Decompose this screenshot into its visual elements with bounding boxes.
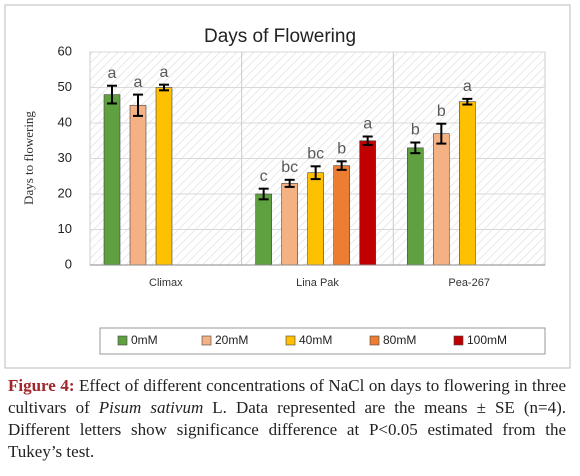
- legend-swatch: [453, 335, 464, 346]
- significance-letter: bc: [307, 146, 324, 163]
- y-axis-label: Days to flowering: [21, 111, 36, 205]
- significance-letter: a: [463, 78, 472, 95]
- significance-letter: a: [363, 116, 372, 133]
- legend-swatch: [369, 335, 380, 346]
- caption-text: Effect of different concentrations of Na…: [8, 376, 567, 417]
- bar: [359, 140, 376, 266]
- y-tick-label: 20: [58, 185, 72, 200]
- bar: [407, 147, 424, 266]
- bar: [307, 172, 324, 266]
- error-bar: [310, 165, 321, 181]
- caption-label: Figure 4:: [8, 376, 75, 395]
- significance-letter: c: [260, 168, 268, 185]
- significance-letter: a: [134, 74, 143, 91]
- caption: Figure 4: Effect of different concentrat…: [8, 375, 566, 463]
- y-tick-label: 30: [58, 150, 72, 165]
- legend-label: 80mM: [383, 333, 416, 347]
- bar: [155, 87, 173, 266]
- bar: [103, 94, 121, 266]
- legend-label: 40mM: [299, 333, 332, 347]
- y-tick-label: 60: [58, 43, 72, 58]
- bar: [459, 101, 476, 266]
- error-bar: [159, 83, 169, 92]
- significance-letter: b: [437, 103, 446, 120]
- error-bar: [362, 135, 373, 147]
- significance-letter: a: [108, 65, 117, 82]
- error-bar: [410, 141, 421, 155]
- error-bar: [284, 178, 295, 188]
- bar: [255, 193, 272, 266]
- error-bar: [462, 97, 473, 106]
- legend-label: 20mM: [215, 333, 248, 347]
- legend-swatch: [201, 335, 212, 346]
- error-bar: [107, 84, 117, 105]
- significance-letter: a: [160, 64, 169, 81]
- caption-species: Pisum sativum: [98, 398, 204, 417]
- legend-box: [99, 327, 546, 355]
- x-tick-label: Lina Pak: [296, 277, 339, 289]
- legend-label: 0mM: [131, 333, 158, 347]
- significance-letter: b: [411, 122, 420, 139]
- error-bar: [436, 122, 447, 145]
- error-bar: [133, 93, 143, 117]
- bar: [281, 183, 298, 266]
- legend-swatch: [285, 335, 296, 346]
- error-bar: [336, 160, 347, 171]
- y-tick-label: 40: [58, 114, 72, 129]
- x-tick-label: Climax: [149, 277, 183, 289]
- bar: [333, 165, 350, 266]
- y-tick-label: 10: [58, 221, 72, 236]
- y-tick-label: 0: [65, 256, 72, 271]
- x-tick-label: Pea-267: [448, 277, 490, 289]
- y-tick-label: 50: [58, 79, 72, 94]
- caption-text: L. Data represented are the means ± SE (…: [8, 398, 566, 461]
- bar: [129, 104, 147, 266]
- error-bar: [258, 187, 269, 201]
- legend-label: 100mM: [467, 333, 507, 347]
- significance-letter: bc: [281, 159, 298, 176]
- chart-title: Days of Flowering: [204, 26, 356, 47]
- bar: [433, 133, 450, 266]
- legend-swatch: [117, 335, 128, 346]
- title-background: [190, 26, 370, 48]
- significance-letter: b: [337, 141, 346, 158]
- chart: Days of Flowering Days to flowering 0 10 2…: [4, 4, 571, 369]
